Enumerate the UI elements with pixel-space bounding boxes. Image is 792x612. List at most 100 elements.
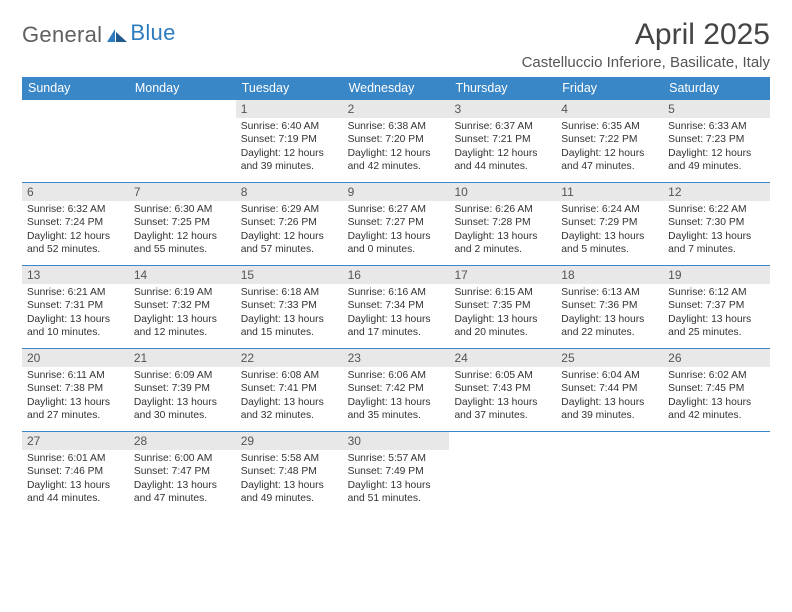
calendar-cell — [22, 100, 129, 182]
sunrise-line: Sunrise: 6:02 AM — [668, 369, 766, 382]
sunset-line: Sunset: 7:37 PM — [668, 299, 766, 312]
day-body: Sunrise: 6:19 AMSunset: 7:32 PMDaylight:… — [129, 284, 236, 348]
sunrise-line: Sunrise: 6:11 AM — [27, 369, 125, 382]
day-body: Sunrise: 6:00 AMSunset: 7:47 PMDaylight:… — [129, 450, 236, 514]
day-body: Sunrise: 6:01 AMSunset: 7:46 PMDaylight:… — [22, 450, 129, 514]
sunrise-line: Sunrise: 6:12 AM — [668, 286, 766, 299]
day-number: 10 — [449, 183, 556, 201]
day-number — [22, 100, 129, 118]
sunset-line: Sunset: 7:38 PM — [27, 382, 125, 395]
daylight-line: Daylight: 13 hours and 15 minutes. — [241, 313, 339, 340]
day-number: 14 — [129, 266, 236, 284]
sunrise-line: Sunrise: 6:35 AM — [561, 120, 659, 133]
weeks-container: 1Sunrise: 6:40 AMSunset: 7:19 PMDaylight… — [22, 100, 770, 514]
calendar-cell: 28Sunrise: 6:00 AMSunset: 7:47 PMDayligh… — [129, 432, 236, 514]
calendar-cell: 2Sunrise: 6:38 AMSunset: 7:20 PMDaylight… — [343, 100, 450, 182]
daylight-line: Daylight: 13 hours and 37 minutes. — [454, 396, 552, 423]
calendar-cell: 19Sunrise: 6:12 AMSunset: 7:37 PMDayligh… — [663, 266, 770, 348]
logo-flag-icon — [102, 22, 130, 48]
daylight-line: Daylight: 13 hours and 0 minutes. — [348, 230, 446, 257]
logo-text-general: General — [22, 22, 102, 48]
day-number: 9 — [343, 183, 450, 201]
week-row: 27Sunrise: 6:01 AMSunset: 7:46 PMDayligh… — [22, 431, 770, 514]
calendar-cell: 7Sunrise: 6:30 AMSunset: 7:25 PMDaylight… — [129, 183, 236, 265]
sunrise-line: Sunrise: 6:05 AM — [454, 369, 552, 382]
day-number: 18 — [556, 266, 663, 284]
sunrise-line: Sunrise: 6:08 AM — [241, 369, 339, 382]
calendar-cell: 3Sunrise: 6:37 AMSunset: 7:21 PMDaylight… — [449, 100, 556, 182]
day-body: Sunrise: 6:33 AMSunset: 7:23 PMDaylight:… — [663, 118, 770, 182]
day-body — [22, 118, 129, 182]
daylight-line: Daylight: 12 hours and 57 minutes. — [241, 230, 339, 257]
day-number — [449, 432, 556, 450]
day-number: 29 — [236, 432, 343, 450]
calendar-cell: 22Sunrise: 6:08 AMSunset: 7:41 PMDayligh… — [236, 349, 343, 431]
daylight-line: Daylight: 13 hours and 49 minutes. — [241, 479, 339, 506]
daylight-line: Daylight: 12 hours and 39 minutes. — [241, 147, 339, 174]
day-number: 1 — [236, 100, 343, 118]
day-body: Sunrise: 6:30 AMSunset: 7:25 PMDaylight:… — [129, 201, 236, 265]
day-body: Sunrise: 6:27 AMSunset: 7:27 PMDaylight:… — [343, 201, 450, 265]
daylight-line: Daylight: 13 hours and 5 minutes. — [561, 230, 659, 257]
calendar-cell: 11Sunrise: 6:24 AMSunset: 7:29 PMDayligh… — [556, 183, 663, 265]
daylight-line: Daylight: 13 hours and 51 minutes. — [348, 479, 446, 506]
day-body: Sunrise: 6:32 AMSunset: 7:24 PMDaylight:… — [22, 201, 129, 265]
logo: General Blue — [22, 18, 176, 48]
week-row: 1 Sunrise: 6:40 AMSunset: 7:19 PMDaylight… — [22, 100, 770, 182]
sunset-line: Sunset: 7:20 PM — [348, 133, 446, 146]
day-body: Sunrise: 6:15 AMSunset: 7:35 PMDaylight:… — [449, 284, 556, 348]
day-number: 4 — [556, 100, 663, 118]
sunset-line: Sunset: 7:45 PM — [668, 382, 766, 395]
day-number: 25 — [556, 349, 663, 367]
sunset-line: Sunset: 7:28 PM — [454, 216, 552, 229]
sunrise-line: Sunrise: 6:16 AM — [348, 286, 446, 299]
day-number: 13 — [22, 266, 129, 284]
calendar-cell: 8Sunrise: 6:29 AMSunset: 7:26 PMDaylight… — [236, 183, 343, 265]
sunrise-line: Sunrise: 6:21 AM — [27, 286, 125, 299]
logo-text-blue: Blue — [130, 20, 175, 46]
sunrise-line: Sunrise: 6:30 AM — [134, 203, 232, 216]
daylight-line: Daylight: 13 hours and 20 minutes. — [454, 313, 552, 340]
sunrise-line: Sunrise: 6:09 AM — [134, 369, 232, 382]
calendar-cell: 30Sunrise: 5:57 AMSunset: 7:49 PMDayligh… — [343, 432, 450, 514]
calendar-cell — [129, 100, 236, 182]
day-number: 30 — [343, 432, 450, 450]
day-number: 24 — [449, 349, 556, 367]
calendar-cell: 25Sunrise: 6:04 AMSunset: 7:44 PMDayligh… — [556, 349, 663, 431]
day-body — [449, 450, 556, 514]
day-number: 3 — [449, 100, 556, 118]
calendar-cell: 6Sunrise: 6:32 AMSunset: 7:24 PMDaylight… — [22, 183, 129, 265]
sunset-line: Sunset: 7:49 PM — [348, 465, 446, 478]
day-body: Sunrise: 5:58 AMSunset: 7:48 PMDaylight:… — [236, 450, 343, 514]
day-number — [663, 432, 770, 450]
calendar-cell — [449, 432, 556, 514]
day-body: Sunrise: 6:02 AMSunset: 7:45 PMDaylight:… — [663, 367, 770, 431]
day-header: Tuesday — [236, 77, 343, 100]
daylight-line: Daylight: 13 hours and 22 minutes. — [561, 313, 659, 340]
day-body: Sunrise: 6:13 AMSunset: 7:36 PMDaylight:… — [556, 284, 663, 348]
sunset-line: Sunset: 7:31 PM — [27, 299, 125, 312]
day-body: Sunrise: 6:35 AMSunset: 7:22 PMDaylight:… — [556, 118, 663, 182]
header: General Blue April 2025 Castelluccio Inf… — [22, 18, 770, 71]
day-number: 27 — [22, 432, 129, 450]
calendar-cell: 15Sunrise: 6:18 AMSunset: 7:33 PMDayligh… — [236, 266, 343, 348]
day-body: Sunrise: 6:04 AMSunset: 7:44 PMDaylight:… — [556, 367, 663, 431]
sunset-line: Sunset: 7:19 PM — [241, 133, 339, 146]
sunset-line: Sunset: 7:33 PM — [241, 299, 339, 312]
week-row: 6Sunrise: 6:32 AMSunset: 7:24 PMDaylight… — [22, 182, 770, 265]
daylight-line: Daylight: 13 hours and 2 minutes. — [454, 230, 552, 257]
calendar-cell: 27Sunrise: 6:01 AMSunset: 7:46 PMDayligh… — [22, 432, 129, 514]
calendar-cell: 23Sunrise: 6:06 AMSunset: 7:42 PMDayligh… — [343, 349, 450, 431]
day-number: 28 — [129, 432, 236, 450]
sunset-line: Sunset: 7:36 PM — [561, 299, 659, 312]
week-row: 13 Sunrise: 6:21 AMSunset: 7:31 PM Dayligh… — [22, 265, 770, 348]
daylight-line: Daylight: 13 hours and 47 minutes. — [134, 479, 232, 506]
month-title: April 2025 — [522, 18, 770, 52]
title-block: April 2025 Castelluccio Inferiore, Basil… — [522, 18, 770, 71]
sunrise-line: Sunrise: 6:40 AM — [241, 120, 339, 133]
calendar-cell: 17Sunrise: 6:15 AMSunset: 7:35 PMDayligh… — [449, 266, 556, 348]
sunset-line: Sunset: 7:46 PM — [27, 465, 125, 478]
day-number — [556, 432, 663, 450]
sunrise-line: Sunrise: 6:24 AM — [561, 203, 659, 216]
daylight-line: Daylight: 13 hours and 17 minutes. — [348, 313, 446, 340]
